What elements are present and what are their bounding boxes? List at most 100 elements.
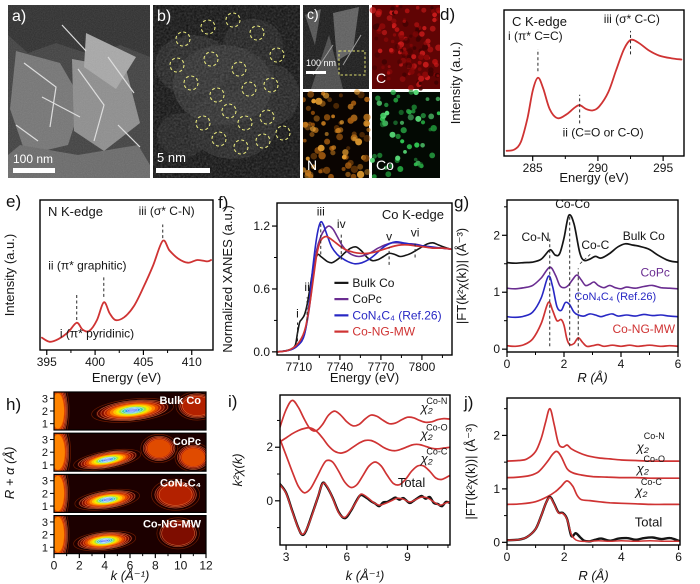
- svg-text:1: 1: [42, 501, 48, 513]
- svg-text:Co-NG-MW: Co-NG-MW: [352, 325, 415, 339]
- svg-text:Energy (eV): Energy (eV): [559, 170, 628, 185]
- panel-g-exafs-ft: g) 0 2 4 6 0 1 2 R (Å) |FT(k²χ(k))| (Å⁻³) Co-N Co-…: [452, 188, 700, 386]
- svg-text:Energy (eV): Energy (eV): [92, 370, 161, 385]
- svg-text:R (Å): R (Å): [578, 568, 608, 583]
- svg-text:400: 400: [85, 355, 105, 369]
- svg-text:9: 9: [404, 550, 411, 564]
- svg-text:3: 3: [42, 435, 48, 447]
- panel-a-sem: a) 100 nm: [8, 5, 150, 178]
- svg-text:6: 6: [675, 357, 682, 371]
- panel-b-haadf: b) 5 nm: [153, 5, 300, 178]
- svg-text:χ₂: χ₂: [636, 439, 649, 454]
- svg-text:6: 6: [343, 550, 350, 564]
- c-k-edge-chart: 285 290 295 Energy (eV) Intensity (a.u.) C K-…: [448, 9, 685, 185]
- svg-text:χ₂: χ₂: [420, 400, 433, 415]
- svg-text:2: 2: [42, 447, 48, 459]
- svg-text:χ₂: χ₂: [420, 451, 433, 466]
- svg-text:Intensity (a.u.): Intensity (a.u.): [448, 42, 463, 124]
- panel-f-co-k-edge-xanes: f) 7710 7740 7770 7800 0.0 0.6 1.2 Energy (eV) N…: [218, 188, 462, 386]
- svg-text:Bulk Co: Bulk Co: [352, 276, 394, 290]
- svg-text:C K-edge: C K-edge: [512, 14, 567, 29]
- svg-text:χ₂: χ₂: [636, 461, 649, 476]
- svg-text:2: 2: [42, 488, 48, 500]
- svg-text:6: 6: [675, 550, 682, 564]
- svg-text:6: 6: [127, 559, 134, 573]
- svg-text:1.2: 1.2: [253, 219, 270, 233]
- map-label-carbon: C: [376, 70, 387, 86]
- svg-text:4: 4: [101, 559, 108, 573]
- svg-text:2: 2: [42, 530, 48, 542]
- svg-text:Co-C: Co-C: [426, 447, 448, 457]
- svg-text:iii (σ* C-N): iii (σ* C-N): [139, 204, 195, 218]
- panel-b-scalebar-text: 5 nm: [157, 150, 186, 165]
- svg-text:7770: 7770: [368, 360, 395, 374]
- svg-text:i: i: [296, 306, 299, 320]
- svg-text:Bulk Co: Bulk Co: [159, 395, 201, 407]
- svg-text:CoN₄C₄: CoN₄C₄: [160, 477, 201, 489]
- svg-text:CoPc: CoPc: [352, 292, 381, 306]
- panel-a-scalebar: [13, 168, 55, 173]
- svg-text:R (Å): R (Å): [577, 370, 607, 385]
- svg-text:i (π* C=C): i (π* C=C): [508, 29, 563, 43]
- svg-text:Co-O: Co-O: [644, 454, 666, 464]
- svg-text:Energy (eV): Energy (eV): [330, 370, 399, 385]
- svg-text:k (Å⁻¹): k (Å⁻¹): [346, 568, 385, 583]
- svg-text:Co-O: Co-O: [426, 423, 448, 433]
- svg-text:2: 2: [561, 550, 568, 564]
- svg-text:0: 0: [51, 559, 58, 573]
- svg-text:Intensity (a.u.): Intensity (a.u.): [2, 234, 17, 316]
- panel-e-n-k-edge: e) 395 400 405 410 Energy (eV) Intensity (a.u…: [0, 188, 230, 386]
- svg-text:Bulk Co: Bulk Co: [623, 229, 665, 243]
- svg-text:4: 4: [618, 357, 625, 371]
- svg-text:N K-edge: N K-edge: [48, 204, 103, 219]
- panel-h-wavelet: h) 1 2 3 Bulk Co 1 2 3 CoPc 1 2 3 CoN₄C₄ 1 2 3 Co-NG-MW…: [0, 388, 232, 584]
- svg-text:Co-N: Co-N: [426, 396, 447, 406]
- svg-text:vi: vi: [411, 226, 420, 240]
- svg-text:χ₂: χ₂: [634, 483, 647, 498]
- panel-i-label: i): [228, 392, 238, 411]
- sem-image: [8, 5, 150, 178]
- svg-text:395: 395: [37, 355, 57, 369]
- svg-text:Co-C: Co-C: [581, 238, 609, 252]
- svg-text:7800: 7800: [409, 360, 436, 374]
- panel-h-label: h): [6, 395, 22, 414]
- panel-j-label: j): [464, 393, 474, 412]
- svg-text:χ₂: χ₂: [420, 427, 433, 442]
- svg-text:Normalized XANES (a.u.): Normalized XANES (a.u.): [220, 205, 235, 352]
- panel-d-c-k-edge: d) 285 290 295 Energy (eV) Intensity (a.u.) C…: [438, 0, 700, 186]
- svg-text:7740: 7740: [327, 360, 354, 374]
- svg-text:Co K-edge: Co K-edge: [382, 207, 444, 222]
- svg-text:2: 2: [76, 559, 83, 573]
- svg-text:7710: 7710: [286, 360, 313, 374]
- map-label-cobalt: Co: [376, 157, 394, 173]
- svg-text:4: 4: [618, 550, 625, 564]
- svg-text:Total: Total: [635, 514, 663, 529]
- svg-text:Co-N: Co-N: [521, 230, 549, 244]
- panel-c-scalebar-text: 100 nm: [306, 58, 337, 68]
- panel-e-label: e): [6, 192, 22, 211]
- svg-text:1: 1: [493, 285, 500, 299]
- svg-text:3: 3: [42, 517, 48, 529]
- svg-text:2: 2: [561, 357, 568, 371]
- svg-text:ii: ii: [304, 280, 309, 294]
- svg-text:0: 0: [504, 550, 511, 564]
- svg-text:2: 2: [266, 440, 273, 454]
- exafs-ft-chart: 0 2 4 6 0 1 2 R (Å) |FT(k²χ(k))| (Å⁻³) Co-N Co-Co C…: [454, 197, 682, 385]
- svg-text:8: 8: [152, 559, 159, 573]
- svg-text:k (Å⁻¹): k (Å⁻¹): [111, 568, 150, 583]
- panel-d-label: d): [440, 5, 456, 24]
- svg-text:iii (σ* C-C): iii (σ* C-C): [604, 12, 660, 26]
- panel-b-scalebar: [156, 168, 210, 173]
- svg-text:CoN₄C₄ (Ref.26): CoN₄C₄ (Ref.26): [352, 308, 441, 322]
- panel-c-scalebar: [306, 71, 326, 74]
- svg-text:Total: Total: [398, 475, 426, 490]
- svg-text:410: 410: [182, 355, 202, 369]
- svg-text:Co-Co: Co-Co: [555, 197, 590, 211]
- svg-text:0: 0: [493, 342, 500, 356]
- svg-text:Co-C: Co-C: [641, 477, 663, 487]
- co-k-edge-xanes-chart: 7710 7740 7770 7800 0.0 0.6 1.2 Energy (eV) Norm…: [220, 202, 453, 385]
